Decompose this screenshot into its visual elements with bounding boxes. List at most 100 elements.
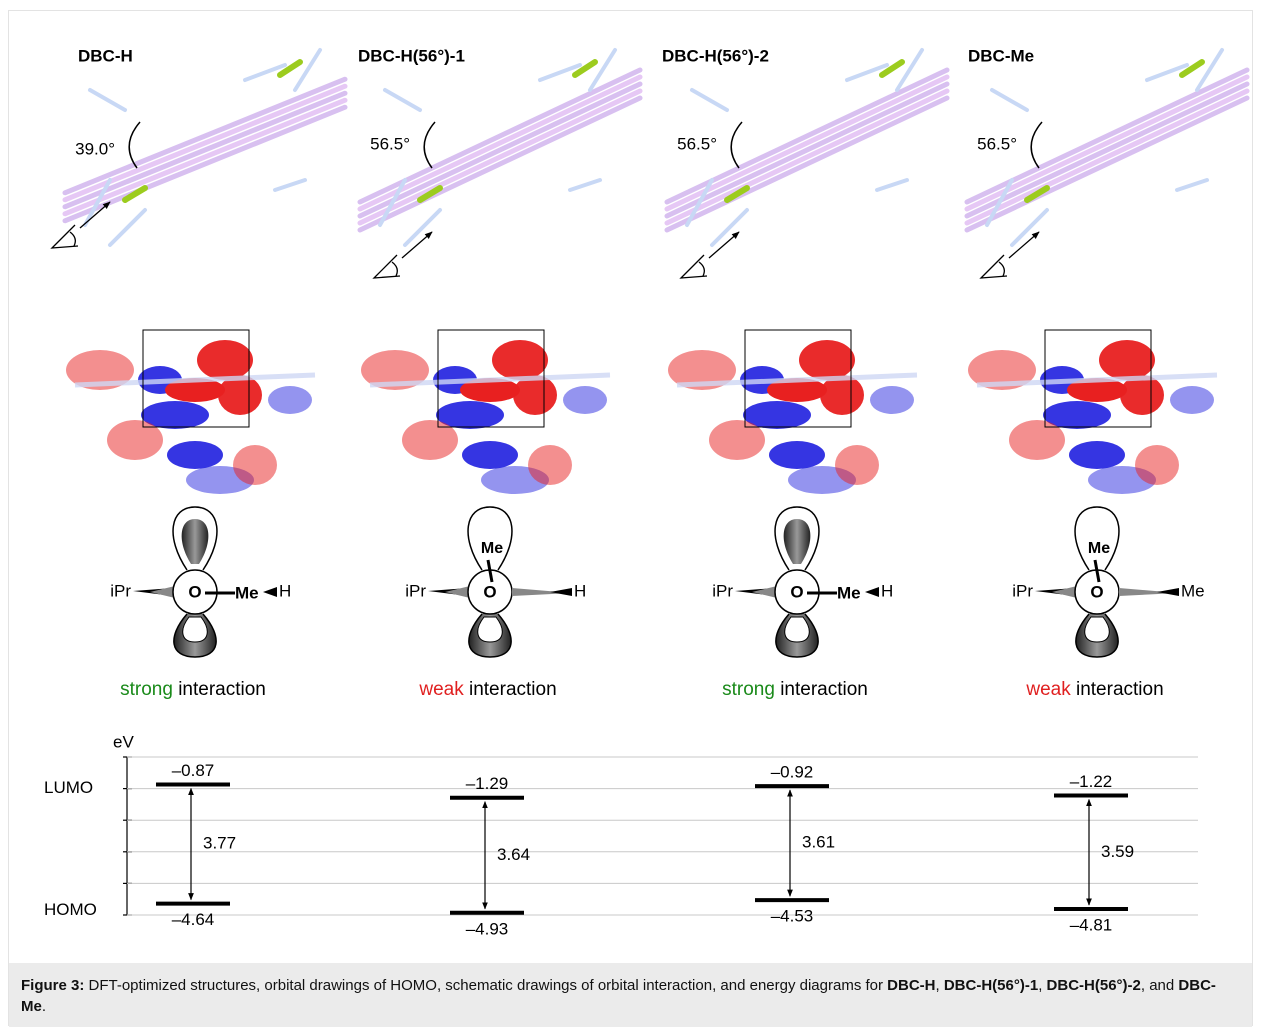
structure-drawing (964, 48, 1250, 279)
angle-arc (423, 121, 436, 169)
structure-drawing (357, 48, 643, 279)
substituent: Me (1181, 581, 1205, 600)
lower-lobe-inner (477, 616, 503, 643)
torsion-angle: 56.5° (370, 134, 410, 153)
plane-shade (1052, 586, 1077, 598)
sulfur-bond (1024, 185, 1050, 203)
level-label: LUMO (44, 778, 93, 797)
homo-value: –4.81 (1070, 915, 1113, 934)
orbital-lobe (767, 378, 827, 402)
sulfur-bond (122, 185, 148, 203)
bond (1175, 178, 1209, 192)
interaction-label: strong interaction (120, 679, 266, 700)
structure-drawing (50, 48, 348, 249)
bond (357, 74, 643, 212)
orbital-lobe (361, 350, 429, 390)
gap-value: 3.59 (1101, 842, 1134, 861)
structure-label: DBC-Me (968, 46, 1034, 65)
caption-text: DBC-H(56°)-1 (943, 977, 1039, 994)
orbital-lobe (769, 441, 825, 469)
caption-text: , (935, 977, 944, 994)
bond (357, 81, 643, 219)
bond (964, 81, 1250, 219)
bond (403, 208, 442, 247)
interaction-label: weak interaction (1025, 679, 1163, 700)
caption-text: Figure 3: (21, 977, 85, 994)
gap-value: 3.61 (802, 833, 835, 852)
orbital-lobe (1099, 340, 1155, 380)
bond (875, 178, 909, 192)
upper-lobe (467, 506, 513, 571)
lumo-value: –1.29 (466, 774, 509, 793)
bond (964, 95, 1250, 233)
bond (976, 372, 1218, 388)
bond (88, 88, 127, 112)
orbital-drawing (968, 329, 1218, 494)
interaction-word: interaction (780, 679, 868, 700)
orbital-lobe (218, 375, 262, 415)
wedge-bond (512, 588, 572, 596)
substituent: iPr (712, 581, 733, 600)
interaction-word: interaction (469, 679, 557, 700)
level-label: HOMO (44, 900, 97, 919)
bond (62, 97, 348, 217)
bond (486, 559, 494, 583)
oxygen-label: O (1090, 582, 1103, 601)
sulfur-bond (724, 185, 750, 203)
plane-shade (150, 586, 175, 598)
view-arrow (708, 231, 740, 259)
orbital-lobe (870, 386, 914, 414)
torsion-angle: 56.5° (977, 134, 1017, 153)
substituent: iPr (405, 581, 426, 600)
orbital-lobe (668, 350, 736, 390)
bond (383, 88, 422, 112)
bond (664, 74, 950, 212)
caption-text: . (41, 998, 47, 1015)
orbital-lobe (197, 340, 253, 380)
oxygen-label: O (483, 582, 496, 601)
lower-lobe-inner (182, 616, 208, 643)
interaction-word: interaction (1076, 679, 1164, 700)
substituent: Me (481, 540, 503, 557)
bond (568, 178, 602, 192)
orbital-drawing (361, 329, 611, 494)
orbital-lobe (968, 350, 1036, 390)
eye-icon (979, 254, 1008, 279)
orbital-lobe (563, 386, 607, 414)
orbital-lobe (233, 445, 277, 485)
interaction-strength: weak (418, 679, 464, 700)
interaction-strength: strong (120, 679, 173, 700)
view-arrow (1008, 231, 1040, 259)
view-arrow (401, 231, 433, 259)
wedge-bond (550, 588, 572, 596)
substituent: iPr (110, 581, 131, 600)
orbital-lobe (1135, 445, 1179, 485)
highlight-box (744, 329, 852, 428)
bond (378, 178, 407, 227)
sulfur-bond (1179, 59, 1205, 78)
orbital-lobe (462, 441, 518, 469)
eye-icon (50, 224, 79, 249)
bond (108, 208, 147, 247)
lumo-value: –0.87 (172, 761, 215, 780)
bond (895, 48, 924, 92)
torsion-angle: 39.0° (75, 139, 115, 158)
bond (685, 178, 714, 227)
bond (710, 208, 749, 247)
orbital-lobe (820, 375, 864, 415)
lumo-value: –0.92 (771, 763, 814, 782)
bond (357, 88, 643, 226)
caption-text: DBC-H (887, 977, 936, 994)
orbital-lobe (513, 375, 557, 415)
bond (1145, 63, 1189, 82)
structure-label: DBC-H(56°)-2 (662, 46, 769, 65)
orbital-lobe (1120, 375, 1164, 415)
bond (676, 372, 918, 388)
interaction-word: interaction (178, 679, 266, 700)
bond (293, 48, 322, 92)
orbital-lobe (1043, 401, 1111, 429)
orbital-lobe (165, 378, 225, 402)
angle-arc (730, 121, 743, 169)
orbital-lobe (799, 340, 855, 380)
